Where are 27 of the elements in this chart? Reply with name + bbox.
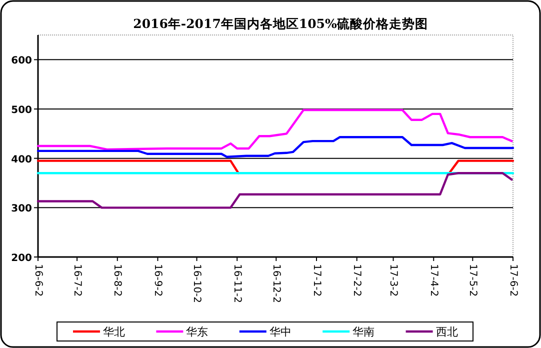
x-tick-label: 16-8-2: [112, 264, 123, 297]
y-tick-label: 600: [11, 56, 32, 67]
chart-title: 2016年-2017年国内各地区105%硫酸价格走势图: [133, 16, 428, 31]
legend-label: 华南: [352, 326, 375, 338]
line-series: [36, 136, 514, 158]
legend-label: 西北: [436, 326, 458, 338]
x-tick-label: 17-3-2: [388, 264, 399, 297]
x-tick-label: 17-4-2: [428, 264, 439, 297]
legend-label: 华东: [186, 326, 208, 338]
y-tick-label: 500: [11, 105, 32, 116]
line-series: [36, 108, 513, 151]
x-tick-label: 17-2-2: [351, 264, 362, 297]
line-series: [36, 172, 513, 209]
x-tick-label: 17-6-2: [507, 264, 518, 297]
x-tick-label: 17-1-2: [310, 264, 322, 297]
x-tick-label: 16-10-2: [191, 264, 202, 304]
y-tick-label: 300: [11, 204, 32, 215]
x-tick-label: 16-7-2: [71, 264, 82, 297]
x-tick-label: 17-5-2: [466, 264, 478, 297]
x-tick-label: 16-6-2: [32, 264, 44, 297]
x-tick-label: 16-9-2: [152, 264, 163, 297]
y-tick-label: 200: [11, 253, 32, 264]
x-tick-label: 16-11-2: [231, 264, 242, 304]
x-tick-label: 16-12-2: [270, 264, 282, 304]
legend-label: 华中: [269, 326, 292, 338]
y-tick-label: 400: [11, 154, 32, 166]
legend-label: 华北: [103, 326, 125, 338]
